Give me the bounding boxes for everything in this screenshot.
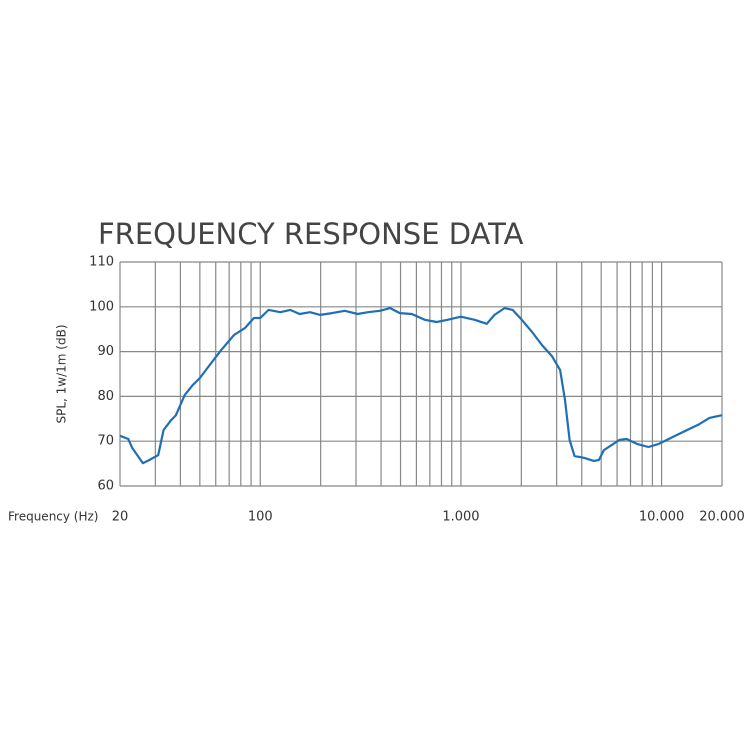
chart-title: FREQUENCY RESPONSE DATA bbox=[98, 217, 524, 251]
y-tick-label: 60 bbox=[97, 479, 114, 494]
y-tick-label: 90 bbox=[97, 344, 114, 359]
y-tick-label: 100 bbox=[89, 299, 114, 314]
x-tick-label: 20.000 bbox=[699, 510, 745, 525]
line bbox=[119, 307, 723, 465]
y-axis-label: SPL, 1w/1m (dB) bbox=[55, 324, 69, 423]
y-tick-label: 110 bbox=[89, 255, 114, 270]
x-tick-label: 1.000 bbox=[442, 510, 479, 525]
y-tick-label: 70 bbox=[97, 434, 114, 449]
x-tick-label: 20 bbox=[112, 510, 129, 525]
x-tick-label: 100 bbox=[248, 510, 273, 525]
x-axis-label: Frequency (Hz) bbox=[8, 510, 99, 524]
y-tick-label: 80 bbox=[97, 389, 114, 404]
x-tick-label: 10.000 bbox=[639, 510, 685, 525]
